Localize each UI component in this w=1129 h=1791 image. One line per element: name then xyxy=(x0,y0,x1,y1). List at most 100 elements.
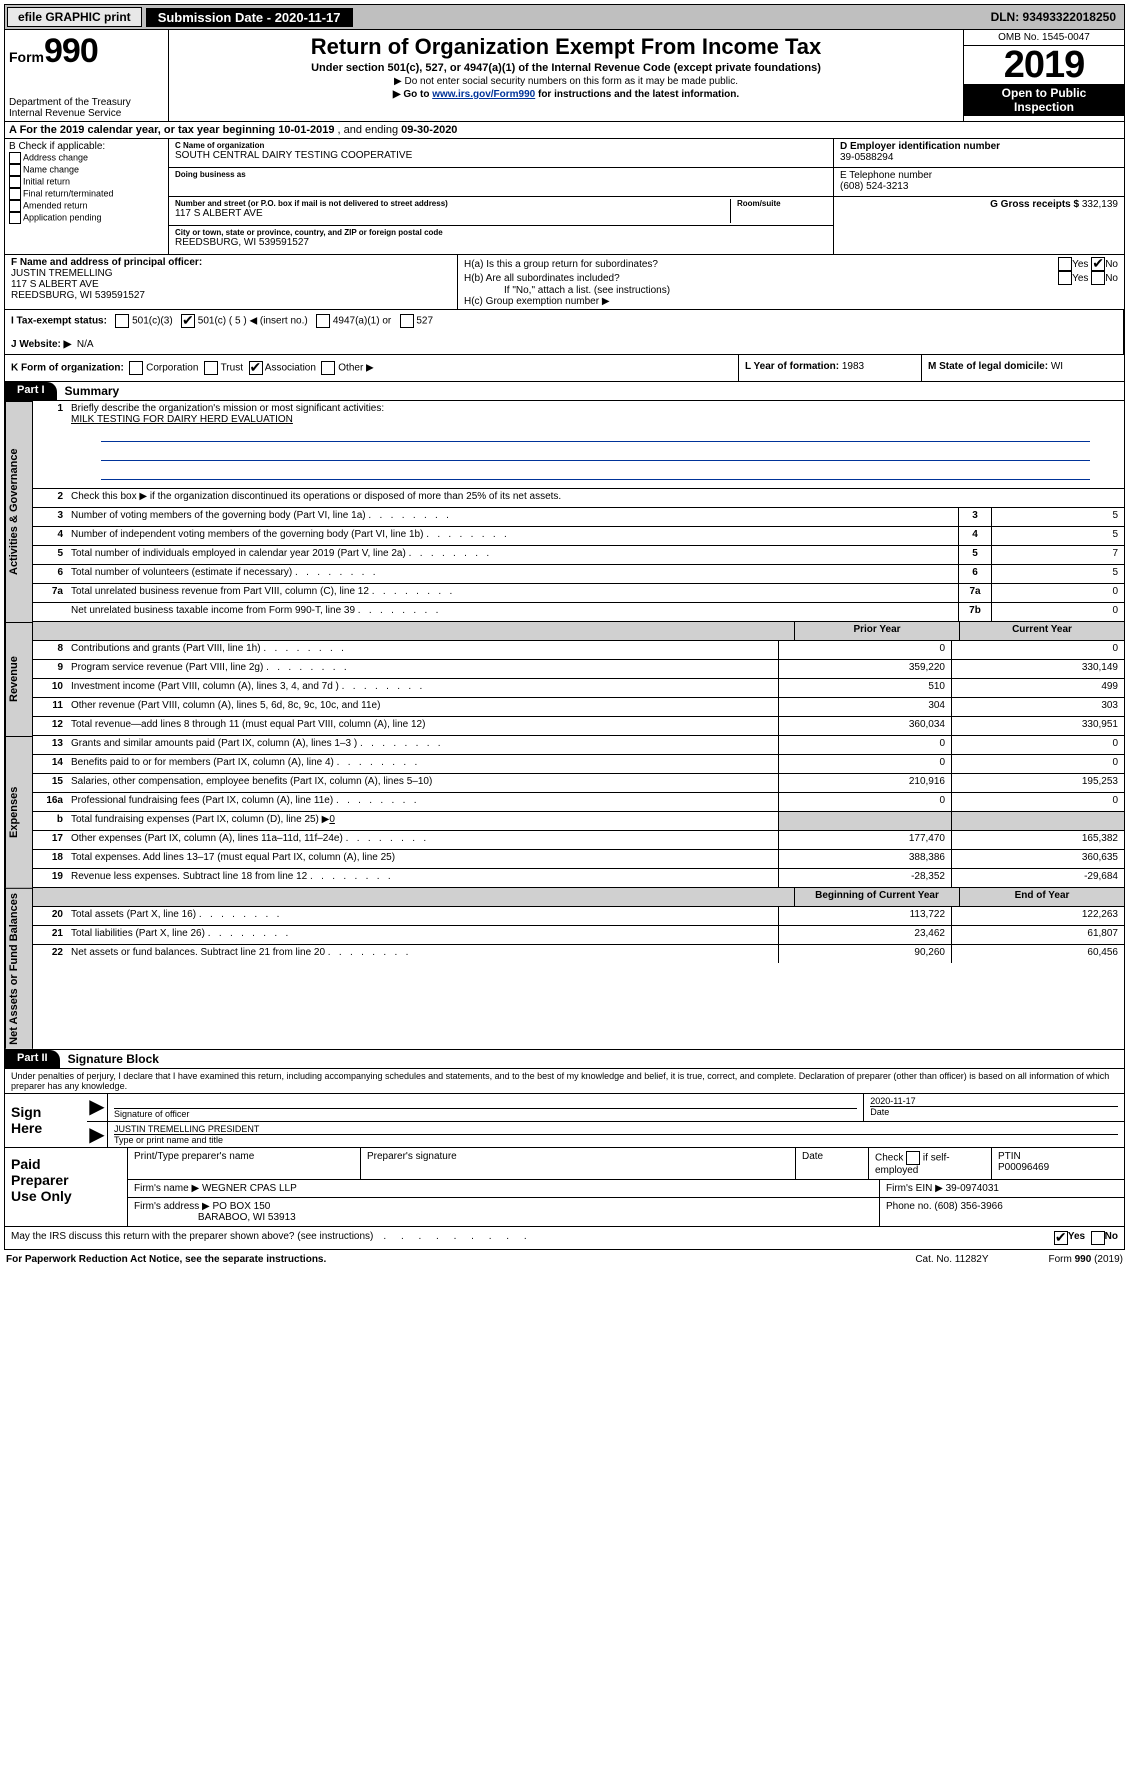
chk-hb-no[interactable] xyxy=(1091,271,1105,285)
l19-text: Revenue less expenses. Subtract line 18 … xyxy=(67,869,778,887)
expenses-section: Expenses 13Grants and similar amounts pa… xyxy=(4,736,1125,888)
chk-discuss-no[interactable] xyxy=(1091,1231,1105,1245)
i-label: I Tax-exempt status: xyxy=(11,316,107,327)
discuss-yes: Yes xyxy=(1068,1231,1085,1245)
cy8: 0 xyxy=(951,641,1124,659)
section-b: B Check if applicable: Address change Na… xyxy=(5,139,169,254)
section-ij: I Tax-exempt status: 501(c)(3) 501(c) ( … xyxy=(4,310,1125,355)
chk-ha-no[interactable] xyxy=(1091,257,1105,271)
opt-address-change: Address change xyxy=(23,152,88,162)
opt-application-pending: Application pending xyxy=(23,212,102,222)
chk-initial-return[interactable] xyxy=(9,176,21,188)
l20-text: Total assets (Part X, line 16) xyxy=(67,907,778,925)
chk-address-change[interactable] xyxy=(9,152,21,164)
l5-text: Total number of individuals employed in … xyxy=(67,546,958,564)
hb-note: If "No," attach a list. (see instruction… xyxy=(464,285,1118,296)
py11: 304 xyxy=(778,698,951,716)
chk-hb-yes[interactable] xyxy=(1058,271,1072,285)
chk-final-return[interactable] xyxy=(9,188,21,200)
website-value: N/A xyxy=(77,339,94,350)
py16b-grey xyxy=(778,812,951,830)
efile-print-button[interactable]: efile GRAPHIC print xyxy=(7,7,142,27)
cy9: 330,149 xyxy=(951,660,1124,678)
i-501c3: 501(c)(3) xyxy=(132,316,173,327)
k-corp: Corporation xyxy=(146,363,198,374)
chk-501c3[interactable] xyxy=(115,314,129,328)
hdr-prior-year: Prior Year xyxy=(794,622,959,640)
v5: 7 xyxy=(991,546,1124,564)
hdr-begin-cy: Beginning of Current Year xyxy=(794,888,959,906)
chk-name-change[interactable] xyxy=(9,164,21,176)
section-h: H(a) Is this a group return for subordin… xyxy=(458,255,1124,309)
cy20: 122,263 xyxy=(951,907,1124,925)
py18: 388,386 xyxy=(778,850,951,868)
l2-text: Check this box ▶ if the organization dis… xyxy=(67,489,1124,507)
vtab-expenses: Expenses xyxy=(5,736,33,888)
chk-discuss-yes[interactable] xyxy=(1054,1231,1068,1245)
chk-527[interactable] xyxy=(400,314,414,328)
firm-addr2: BARABOO, WI 53913 xyxy=(198,1212,296,1223)
chk-ha-yes[interactable] xyxy=(1058,257,1072,271)
summary-section: Activities & Governance 1 Briefly descri… xyxy=(4,401,1125,622)
signature-block: Under penalties of perjury, I declare th… xyxy=(4,1069,1125,1148)
chk-501c[interactable] xyxy=(181,314,195,328)
section-f: F Name and address of principal officer:… xyxy=(5,255,458,309)
gross-receipts-value: 332,139 xyxy=(1082,199,1118,210)
footer-right: Form 990 (2019) xyxy=(1049,1254,1123,1265)
dept-treasury: Department of the Treasury xyxy=(9,97,164,108)
opt-name-change: Name change xyxy=(23,164,79,174)
year-formation: 1983 xyxy=(842,361,864,372)
opt-final-return: Final return/terminated xyxy=(23,188,114,198)
irs-form990-link[interactable]: www.irs.gov/Form990 xyxy=(432,89,535,100)
page-footer: For Paperwork Reduction Act Notice, see … xyxy=(4,1250,1125,1269)
open-public-2: Inspection xyxy=(964,100,1124,114)
city-state-zip: REEDSBURG, WI 539591527 xyxy=(175,237,827,248)
chk-other[interactable] xyxy=(321,361,335,375)
firm-ein-label: Firm's EIN ▶ xyxy=(886,1183,946,1194)
e-phone-label: E Telephone number xyxy=(840,170,1118,181)
sig-declaration: Under penalties of perjury, I declare th… xyxy=(5,1069,1124,1094)
l16b-val: 0 xyxy=(329,814,335,825)
officer-signature-line[interactable] xyxy=(114,1096,857,1109)
cy15: 195,253 xyxy=(951,774,1124,792)
g-gross-label: G Gross receipts $ xyxy=(990,199,1082,210)
l12-text: Total revenue—add lines 8 through 11 (mu… xyxy=(67,717,778,735)
part-ii-header-row: Part II Signature Block xyxy=(4,1050,1125,1069)
l18-text: Total expenses. Add lines 13–17 (must eq… xyxy=(67,850,778,868)
chk-application-pending[interactable] xyxy=(9,212,21,224)
v4: 5 xyxy=(991,527,1124,545)
vtab-activities-governance: Activities & Governance xyxy=(5,401,33,622)
discuss-question: May the IRS discuss this return with the… xyxy=(11,1231,373,1245)
hb-yes: Yes xyxy=(1072,273,1088,284)
firm-addr1: PO BOX 150 xyxy=(213,1201,271,1212)
cy16a: 0 xyxy=(951,793,1124,811)
vtab-net-assets: Net Assets or Fund Balances xyxy=(5,888,33,1049)
l7b-text: Net unrelated business taxable income fr… xyxy=(67,603,958,621)
section-bcdeg: B Check if applicable: Address change Na… xyxy=(4,139,1125,255)
form-header: Form990 Department of the Treasury Inter… xyxy=(4,30,1125,122)
firm-phone-label: Phone no. xyxy=(886,1201,934,1212)
l21-text: Total liabilities (Part X, line 26) xyxy=(67,926,778,944)
preparer-date-hdr: Date xyxy=(796,1148,869,1179)
ptin-label: PTIN xyxy=(998,1151,1021,1162)
l-label: L Year of formation: xyxy=(745,361,842,372)
addr-label: Number and street (or P.O. box if mail i… xyxy=(175,199,730,208)
k-other: Other ▶ xyxy=(338,363,373,374)
ha-label: H(a) Is this a group return for subordin… xyxy=(464,259,1058,270)
form-label: Form xyxy=(9,49,44,65)
firm-name-label: Firm's name ▶ xyxy=(134,1183,199,1194)
chk-amended-return[interactable] xyxy=(9,200,21,212)
ein-value: 39-0588294 xyxy=(840,152,1118,163)
py17: 177,470 xyxy=(778,831,951,849)
chk-4947[interactable] xyxy=(316,314,330,328)
i-527: 527 xyxy=(416,316,433,327)
chk-corp[interactable] xyxy=(129,361,143,375)
cy18: 360,635 xyxy=(951,850,1124,868)
vtab-revenue: Revenue xyxy=(5,622,33,736)
chk-assoc[interactable] xyxy=(249,361,263,375)
section-l: L Year of formation: 1983 xyxy=(739,355,922,381)
officer-addr2: REEDSBURG, WI 539591527 xyxy=(11,290,145,301)
v6: 5 xyxy=(991,565,1124,583)
chk-trust[interactable] xyxy=(204,361,218,375)
chk-self-employed[interactable] xyxy=(906,1151,920,1165)
